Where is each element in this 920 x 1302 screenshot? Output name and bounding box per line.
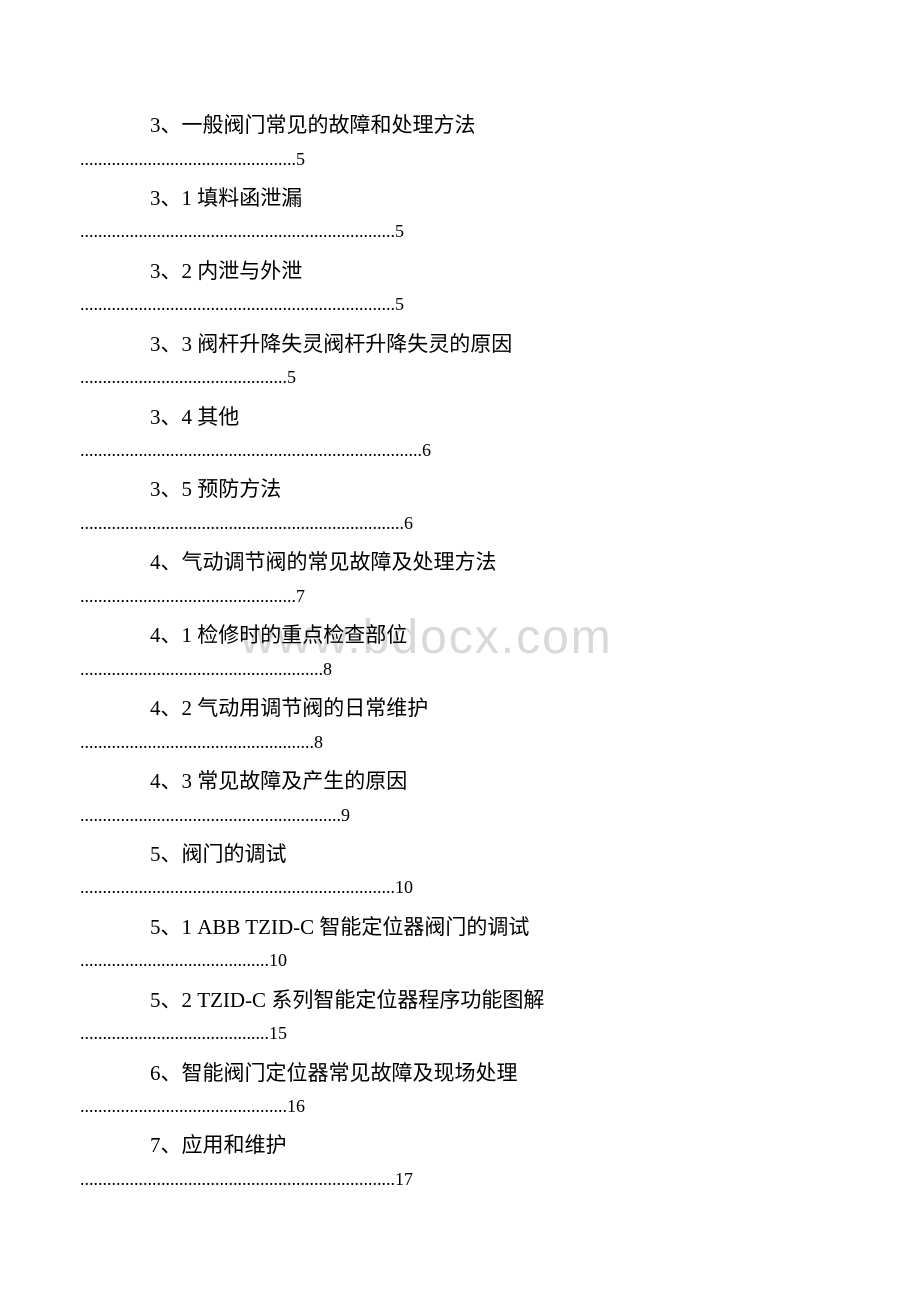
toc-entry-title: 6、智能阀门定位器常见故障及现场处理 [80,1058,840,1090]
toc-entry-title: 5、1 ABB TZID-C 智能定位器阀门的调试 [80,912,840,944]
toc-entry: 5、2 TZID-C 系列智能定位器程序功能图解................… [80,985,840,1046]
toc-entry-leader: ........................................… [80,585,840,608]
toc-entry-leader: ........................................… [80,1022,840,1045]
page-content: 3、一般阀门常见的故障和处理方法........................… [0,0,920,1283]
toc-entry: 4、2 气动用调节阀的日常维护.........................… [80,693,840,754]
toc-entry-leader: ........................................… [80,731,840,754]
toc-entry: 5、1 ABB TZID-C 智能定位器阀门的调试...............… [80,912,840,973]
toc-entry-leader: ........................................… [80,366,840,389]
toc-entry-leader: ........................................… [80,876,840,899]
toc-entry-title: 4、1 检修时的重点检查部位 [80,620,840,652]
table-of-contents: 3、一般阀门常见的故障和处理方法........................… [80,110,840,1191]
toc-entry-title: 4、气动调节阀的常见故障及处理方法 [80,547,840,579]
toc-entry-title: 3、3 阀杆升降失灵阀杆升降失灵的原因 [80,329,840,361]
toc-entry-leader: ........................................… [80,658,840,681]
toc-entry: 4、气动调节阀的常见故障及处理方法.......................… [80,547,840,608]
toc-entry-title: 4、2 气动用调节阀的日常维护 [80,693,840,725]
toc-entry: 5、阀门的调试.................................… [80,839,840,900]
toc-entry: 4、1 检修时的重点检查部位..........................… [80,620,840,681]
toc-entry: 3、4 其他..................................… [80,402,840,463]
toc-entry: 3、2 内泄与外泄...............................… [80,256,840,317]
toc-entry: 7、应用和维护.................................… [80,1130,840,1191]
toc-entry-title: 4、3 常见故障及产生的原因 [80,766,840,798]
toc-entry-title: 5、2 TZID-C 系列智能定位器程序功能图解 [80,985,840,1017]
toc-entry: 3、5 预防方法................................… [80,474,840,535]
toc-entry: 3、1 填料函泄漏...............................… [80,183,840,244]
toc-entry: 6、智能阀门定位器常见故障及现场处理......................… [80,1058,840,1119]
toc-entry: 4、3 常见故障及产生的原因..........................… [80,766,840,827]
toc-entry-leader: ........................................… [80,220,840,243]
toc-entry-title: 3、5 预防方法 [80,474,840,506]
toc-entry-leader: ........................................… [80,804,840,827]
toc-entry-leader: ........................................… [80,293,840,316]
toc-entry-title: 3、2 内泄与外泄 [80,256,840,288]
toc-entry-title: 7、应用和维护 [80,1130,840,1162]
toc-entry: 3、3 阀杆升降失灵阀杆升降失灵的原因.....................… [80,329,840,390]
toc-entry-title: 3、4 其他 [80,402,840,434]
toc-entry-leader: ........................................… [80,949,840,972]
toc-entry-leader: ........................................… [80,512,840,535]
toc-entry-leader: ........................................… [80,1168,840,1191]
toc-entry-title: 3、1 填料函泄漏 [80,183,840,215]
toc-entry-title: 3、一般阀门常见的故障和处理方法 [80,110,840,142]
toc-entry-leader: ........................................… [80,1095,840,1118]
toc-entry: 3、一般阀门常见的故障和处理方法........................… [80,110,840,171]
toc-entry-leader: ........................................… [80,439,840,462]
toc-entry-title: 5、阀门的调试 [80,839,840,871]
toc-entry-leader: ........................................… [80,148,840,171]
